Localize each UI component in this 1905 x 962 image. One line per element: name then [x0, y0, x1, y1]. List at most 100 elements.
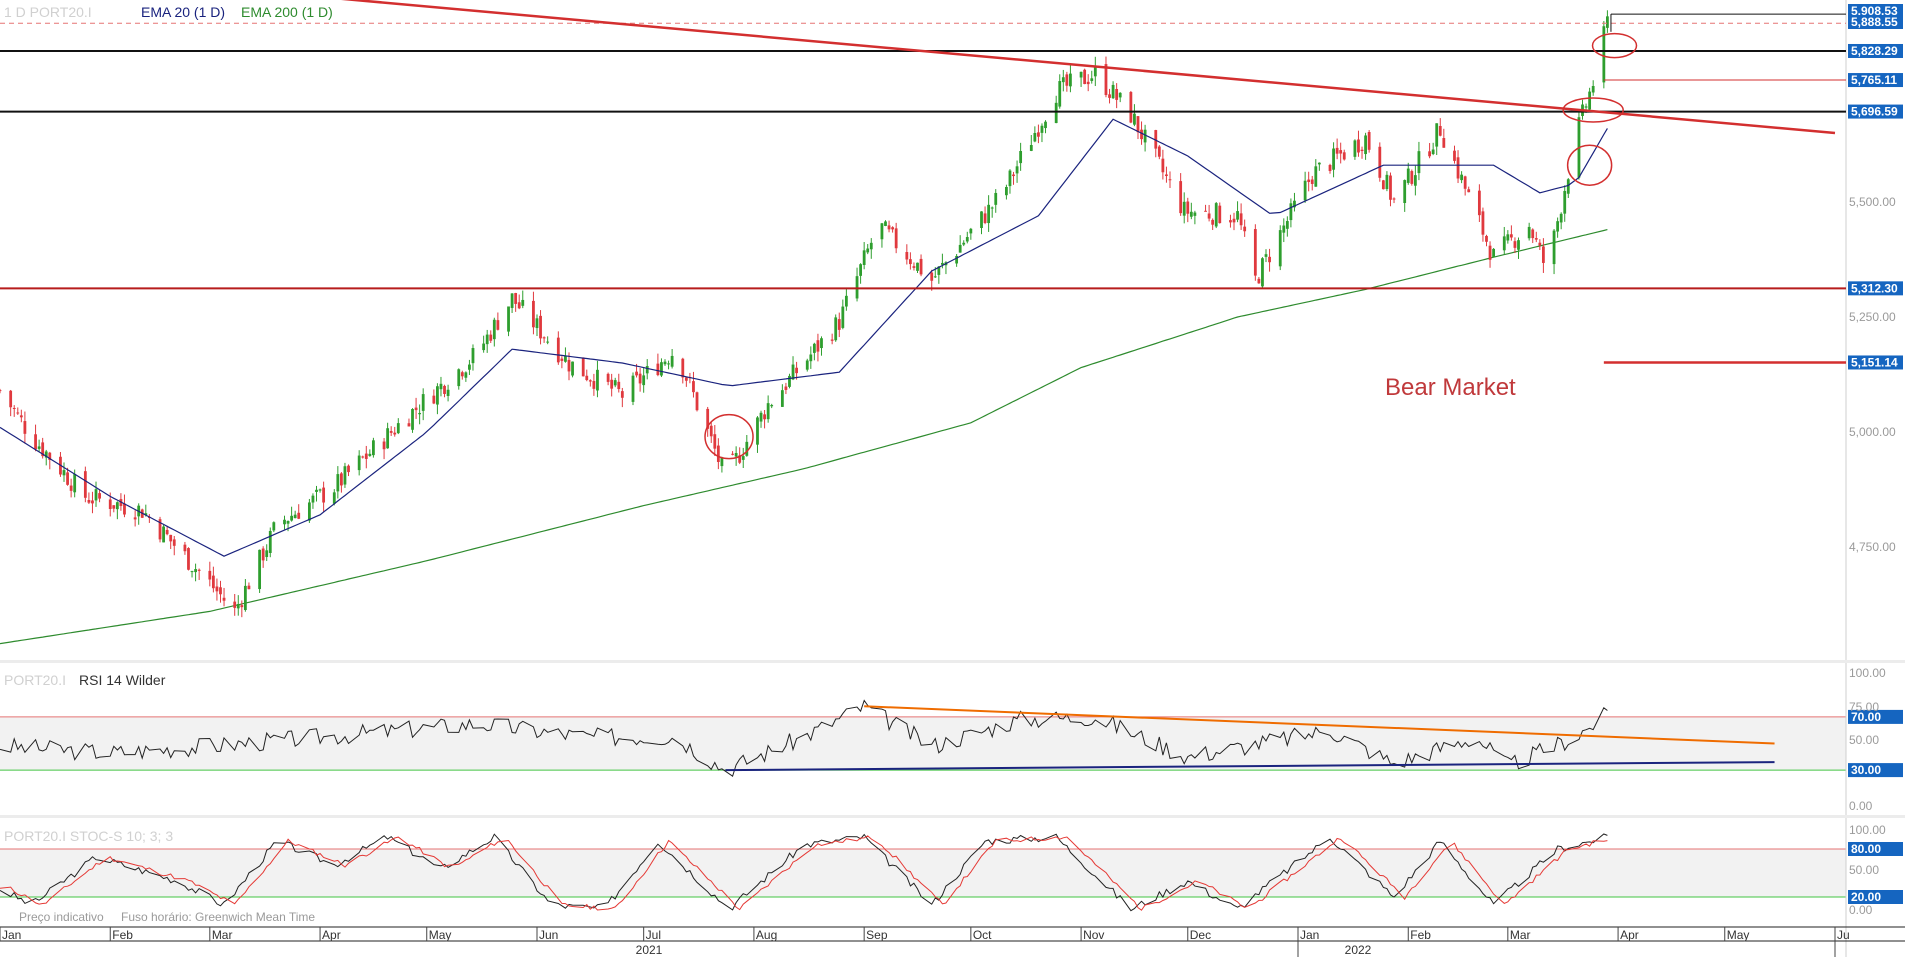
price-candle	[638, 368, 642, 392]
candle-body	[684, 377, 688, 381]
price-candle	[1492, 248, 1496, 258]
ema20-legend[interactable]: EMA 20 (1 D)	[141, 4, 225, 20]
candle-body	[233, 601, 237, 608]
candle-body	[1506, 234, 1510, 241]
candle-body	[361, 456, 365, 458]
price-candle	[1264, 249, 1268, 263]
rsi-line	[0, 699, 1608, 777]
candle-body	[1360, 149, 1364, 152]
price-candle	[83, 466, 87, 503]
candle-body	[1431, 149, 1435, 155]
candle-body	[791, 364, 795, 380]
candle-body	[418, 412, 422, 415]
candle-body	[222, 597, 226, 601]
price-candle	[709, 422, 713, 443]
axis-level-labels: 5,908.535,888.55 5,828.29 5,765.11 5,696.59…	[1848, 4, 1903, 904]
candle-body	[905, 251, 909, 260]
price-candle	[339, 472, 343, 493]
candle-body	[908, 259, 912, 265]
price-candle	[965, 231, 969, 244]
stoch-d-line	[0, 835, 1608, 911]
price-candle	[1008, 169, 1012, 194]
price-candle	[1360, 146, 1364, 159]
candle-body	[969, 228, 973, 234]
candle-body	[44, 451, 48, 458]
price-candle	[414, 397, 418, 419]
price-candle	[1417, 141, 1421, 181]
price-candle	[1218, 202, 1222, 224]
candle-body	[670, 355, 674, 367]
candle-body	[1079, 71, 1083, 78]
price-candle	[916, 262, 919, 274]
candle-body	[916, 262, 919, 271]
candle-body	[596, 369, 599, 391]
candle-body	[364, 453, 368, 459]
price-candle	[855, 267, 859, 302]
price-level-label: 5,765.11	[1848, 73, 1903, 88]
price-candle	[496, 312, 500, 331]
rsi-tick: 0.00	[1849, 799, 1873, 813]
candle-body	[336, 474, 340, 492]
price-candle	[457, 368, 461, 390]
candle-body	[1385, 174, 1389, 190]
month-label: Mar	[1510, 928, 1531, 942]
price-candle	[432, 389, 436, 405]
candle-body	[307, 502, 311, 521]
ema200-legend[interactable]: EMA 200 (1 D)	[241, 4, 333, 20]
price-candle	[1552, 228, 1556, 275]
price-candle	[1353, 139, 1357, 160]
candle-body	[940, 262, 944, 265]
candle-body	[866, 248, 870, 253]
candle-body	[1460, 174, 1463, 181]
candle-body	[585, 375, 589, 381]
price-candle	[1428, 143, 1431, 159]
candle-body	[613, 380, 617, 386]
candle-body	[1268, 256, 1271, 263]
price-candle	[1108, 88, 1111, 104]
descending-trendline	[340, 0, 1836, 135]
candle-body	[293, 514, 297, 519]
candle-body	[912, 266, 916, 268]
candle-body	[1204, 210, 1207, 212]
ema20-line	[0, 118, 1608, 557]
candle-body	[393, 432, 397, 435]
candle-body	[770, 405, 774, 407]
symbol-interval-label: 1 D PORT20.I	[4, 4, 92, 20]
ema200-line	[0, 229, 1608, 645]
price-candle	[1467, 186, 1471, 193]
candle-body	[1463, 176, 1467, 189]
candle-body	[1588, 91, 1592, 110]
price-candle	[261, 546, 265, 568]
price-candle	[1527, 222, 1531, 241]
candle-body	[1442, 138, 1446, 148]
candle-body	[745, 441, 749, 456]
price-candle	[756, 416, 759, 453]
candle-body	[1229, 220, 1232, 223]
candle-body	[1054, 102, 1058, 124]
price-candle	[1232, 212, 1236, 231]
candle-body	[663, 361, 667, 365]
price-candle	[1015, 160, 1019, 183]
candle-body	[812, 343, 816, 353]
candle-body	[635, 371, 638, 376]
candle-body	[980, 211, 983, 228]
price-candle	[1093, 56, 1097, 87]
candle-body	[645, 366, 649, 374]
price-tick: 5,250.00	[1849, 310, 1896, 324]
candle-body	[343, 466, 347, 485]
price-candle	[1342, 149, 1346, 161]
price-candle	[1477, 184, 1481, 222]
price-candle	[165, 525, 169, 536]
price-candle	[115, 501, 119, 520]
candle-body	[869, 242, 873, 250]
price-candle	[208, 561, 212, 587]
candle-body	[1403, 180, 1407, 204]
candle-body	[272, 522, 276, 531]
candle-body	[1413, 175, 1417, 186]
price-candle	[368, 449, 372, 457]
axis-label-text: 5,908.53	[1851, 4, 1898, 18]
price-candle	[94, 481, 98, 507]
